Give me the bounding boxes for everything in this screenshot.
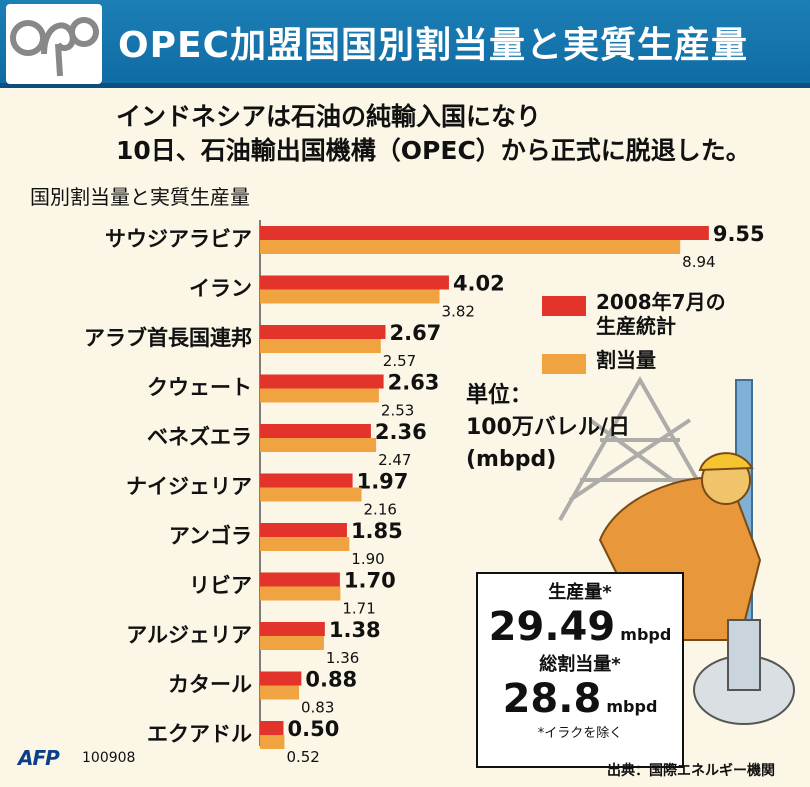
header-band [0,0,810,88]
category-label: リビア [189,574,252,598]
production-total-value: 29.49 [488,604,616,650]
afp-logo: AFP [18,746,60,770]
production-value-label: 2.36 [375,420,427,444]
quota-bar [260,339,381,353]
production-bar [260,226,709,240]
quota-value-label: 0.52 [286,748,319,766]
lead-text: インドネシアは石油の純輸入国になり 10日、石油輸出国機構（OPEC）から正式に… [116,100,751,168]
unit-line-1: 単位： [466,383,533,408]
quota-bar [260,289,440,304]
production-value-label: 2.67 [389,321,441,345]
quota-bar [260,438,377,452]
category-label: イラン [189,277,252,301]
production-bar [260,473,353,488]
category-label: カタール [168,673,252,697]
quota-bar [260,240,681,254]
quota-value-label: 0.83 [301,699,334,717]
quota-value-label: 2.53 [381,402,414,420]
quota-bar [260,388,379,403]
quota-value-label: 8.94 [682,253,715,271]
category-label: アルジェリア [126,623,252,647]
lead-line-1: インドネシアは石油の純輸入国になり [116,102,542,131]
production-bar [260,523,347,537]
legend: 2008年7月の 生産統計 割当量 [542,290,726,384]
quota-total-label: 総割当量* [539,654,621,675]
legend-swatch-production [542,296,586,316]
quota-value-label: 1.36 [326,649,359,667]
production-bar [260,325,386,339]
summary-card: 生産量* 29.49 mbpd 総割当量* 28.8 mbpd *イラクを除く [476,572,684,768]
production-bar [260,721,284,735]
quota-bar [260,685,300,700]
production-bar [260,622,325,636]
legend-label-quota: 割当量 [596,348,656,372]
quota-value-label: 1.71 [342,600,375,618]
production-value-label: 0.50 [288,717,340,741]
production-bar [260,374,384,389]
legend-item-production: 2008年7月の 生産統計 [542,290,726,338]
legend-swatch-quota [542,354,586,374]
opec-logo [6,4,102,84]
quota-total-value: 28.8 [502,676,602,722]
chart-title: 国別割当量と実質生産量 [30,185,250,209]
quota-bar [260,487,362,502]
legend-label-production-1: 2008年7月の [596,290,726,314]
unit-note: 単位： 100万バレル/日 (mbpd) [466,380,630,476]
category-label: サウジアラビア [105,227,252,251]
category-label: エクアドル [147,722,252,746]
production-value-label: 1.85 [351,519,403,543]
quota-bar [260,586,341,601]
page-title: OPEC加盟国国別割当量と実質生産量 [118,25,749,66]
legend-item-quota: 割当量 [542,348,726,374]
production-value-label: 9.55 [713,222,765,246]
quota-bar [260,636,324,650]
quota-value-label: 2.47 [378,451,411,469]
category-label: ベネズエラ [147,425,252,449]
category-label: クウェート [147,376,252,400]
production-value-label: 1.38 [329,618,381,642]
quota-value-label: 2.57 [383,352,416,370]
production-bar [260,275,449,290]
credit-date: 100908 [82,750,136,766]
quota-bar [260,735,285,749]
production-value-label: 1.97 [357,470,409,494]
production-total-unit: mbpd [620,625,672,644]
quota-value-label: 1.90 [351,550,384,568]
lead-line-2: 10日、石油輸出国機構（OPEC）から正式に脱退した。 [116,136,751,165]
category-label: アンゴラ [169,524,252,548]
production-bar [260,572,340,587]
production-value-label: 0.88 [305,668,357,692]
legend-label-production-2: 生産統計 [596,314,676,338]
production-bar [260,671,302,686]
category-label: アラブ首長国連邦 [84,326,252,350]
unit-line-3: (mbpd) [466,447,557,472]
quota-value-label: 3.82 [442,303,475,321]
production-value-label: 1.70 [344,569,396,593]
quota-total-unit: mbpd [606,697,658,716]
production-value-label: 2.63 [388,371,440,395]
quota-bar [260,537,350,551]
production-value-label: 4.02 [453,272,505,296]
unit-line-2: 100万バレル/日 [466,415,630,440]
production-total-label: 生産量* [548,582,612,603]
quota-value-label: 2.16 [364,501,397,519]
category-label: ナイジェリア [126,475,252,499]
summary-footnote: *イラクを除く [537,726,623,741]
source-credit: 出典：国際エネルギー機関 [607,763,775,779]
production-bar [260,424,371,438]
